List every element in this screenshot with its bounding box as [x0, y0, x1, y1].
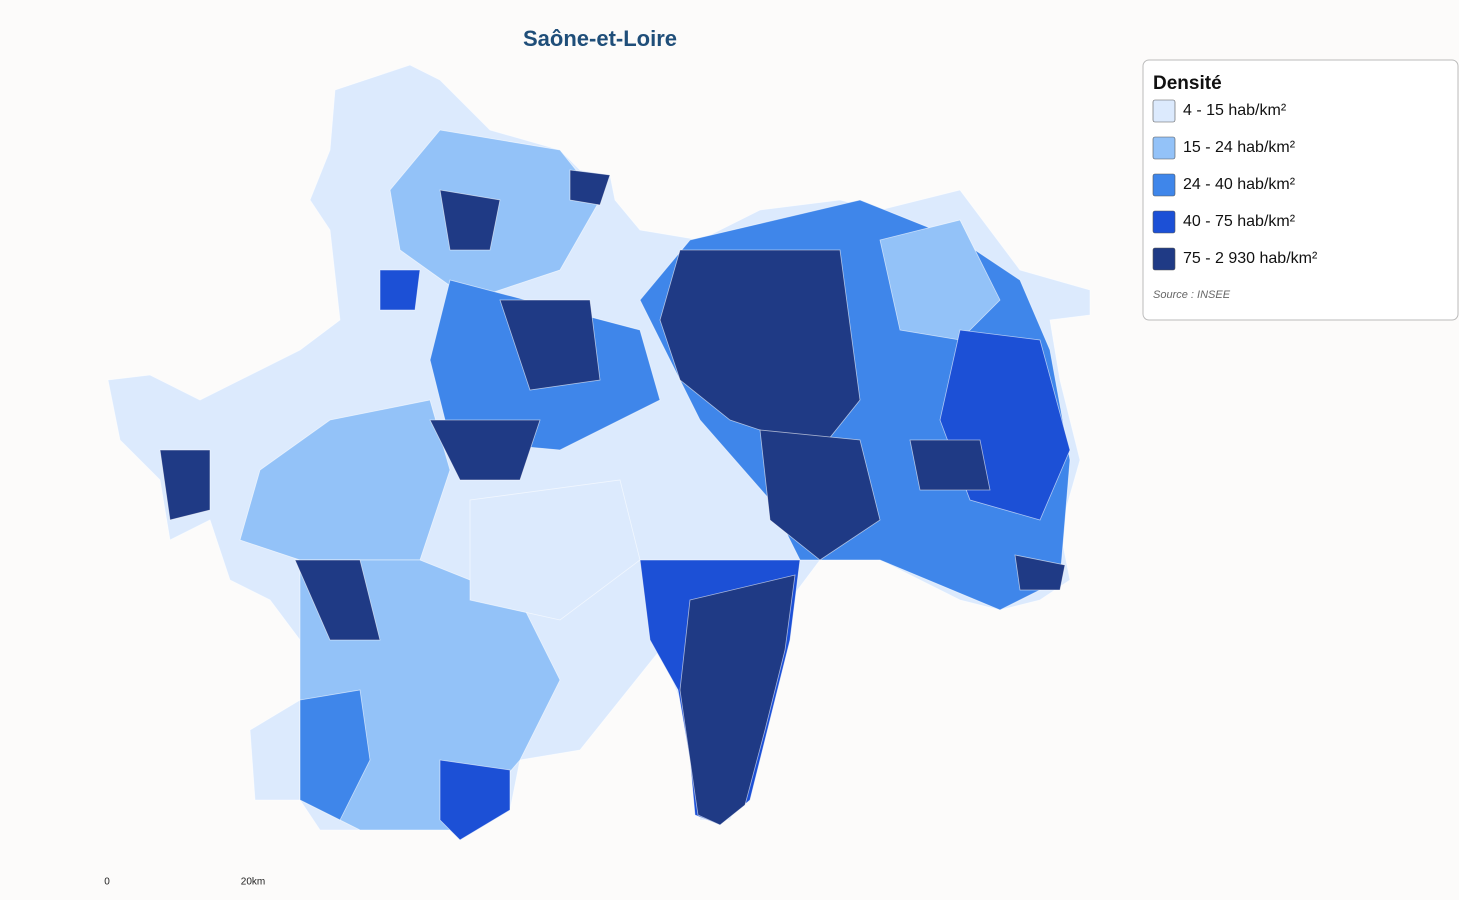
legend-label: 4 - 15 hab/km²	[1183, 102, 1287, 119]
region	[379, 269, 421, 311]
region	[759, 429, 881, 561]
source-note: Source : INSEE	[1153, 289, 1231, 301]
choropleth-map	[107, 64, 1091, 841]
region	[299, 689, 371, 821]
region	[499, 299, 601, 391]
legend-label: 24 - 40 hab/km²	[1183, 176, 1296, 193]
scale-end: 20km	[241, 877, 265, 888]
region	[294, 559, 381, 641]
region	[569, 169, 611, 206]
region	[439, 189, 501, 251]
region	[879, 219, 1001, 341]
region	[439, 759, 511, 841]
region	[909, 439, 991, 491]
legend: Densité Source : INSEE 4 - 15 hab/km² 15 …	[1142, 59, 1459, 321]
legend-label: 40 - 75 hab/km²	[1183, 213, 1296, 230]
legend-swatch	[1152, 210, 1176, 234]
scale-start: 0	[104, 877, 110, 888]
legend-box	[1142, 59, 1459, 321]
region	[679, 574, 796, 826]
legend-swatch	[1152, 99, 1176, 123]
legend-swatch	[1152, 247, 1176, 271]
legend-label: 15 - 24 hab/km²	[1183, 139, 1296, 156]
legend-title: Densité	[1153, 73, 1222, 94]
map-title: Saône-et-Loire	[523, 26, 677, 51]
legend-label: 75 - 2 930 hab/km²	[1183, 250, 1318, 267]
region	[159, 449, 211, 521]
legend-swatch	[1152, 136, 1176, 160]
region	[469, 479, 641, 621]
legend-swatch	[1152, 173, 1176, 197]
region	[1014, 554, 1066, 591]
region	[429, 419, 541, 481]
